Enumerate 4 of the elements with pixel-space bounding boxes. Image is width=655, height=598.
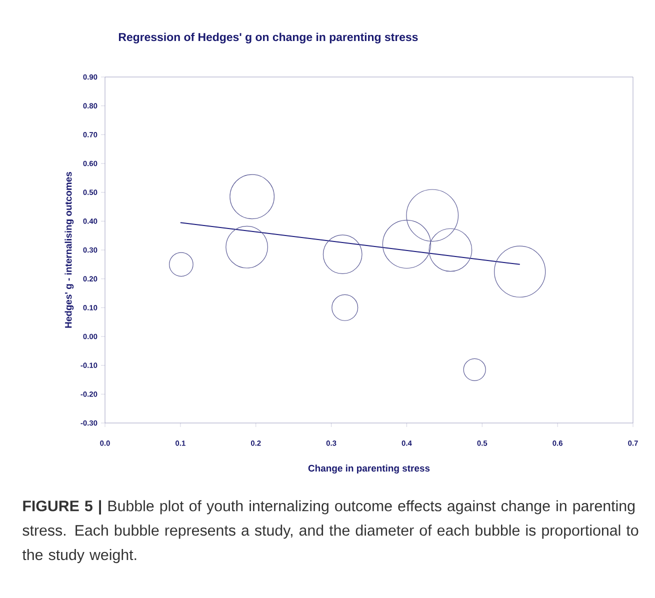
x-axis-title: Change in parenting stress [308, 464, 430, 474]
chart-title: Regression of Hedges' g on change in parenting stress [118, 32, 418, 44]
y-axis-title: Hedges' g - internalising outcomes [64, 172, 74, 328]
text: FIGURE 5 | Bubble plot of youth internalizing outcome effects against change in parenting stress. Each bubble represents a study, and the diameter of each bubble is proportional to the study weight. [22, 500, 638, 564]
